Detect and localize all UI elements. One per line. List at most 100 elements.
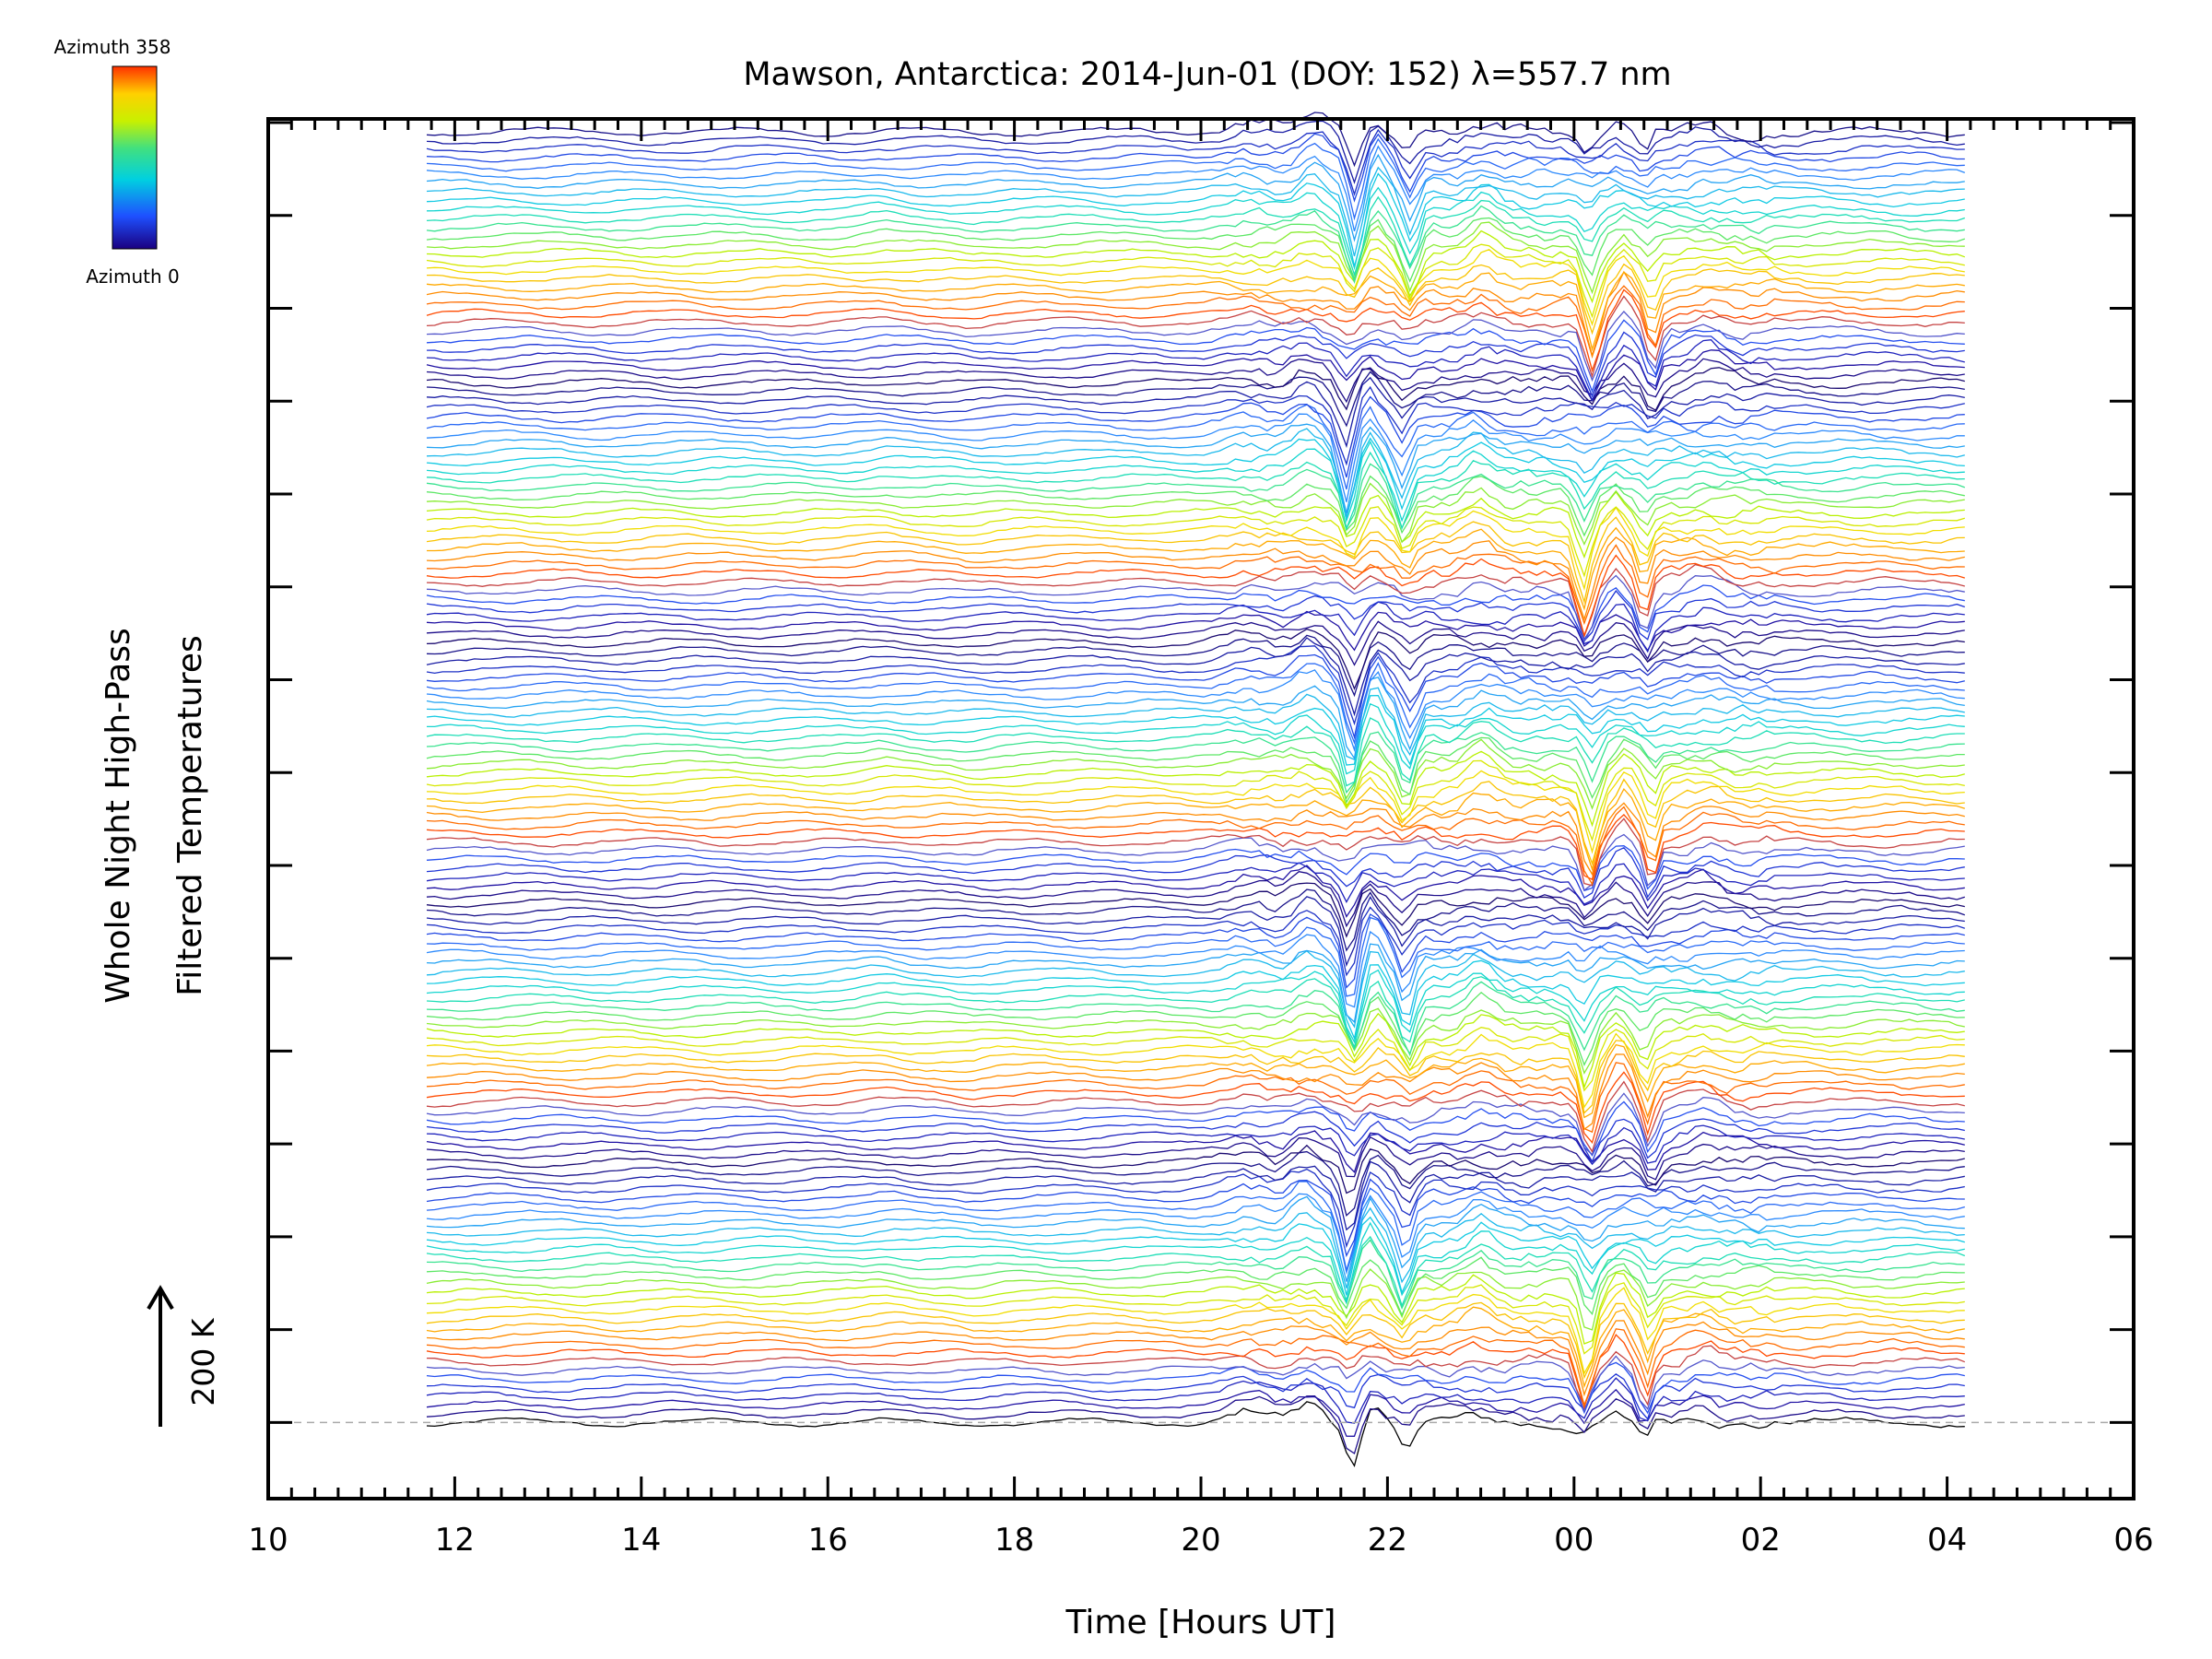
temperature-series-line — [426, 806, 1965, 887]
temperature-series-line — [426, 1100, 1965, 1157]
temperature-series-line — [426, 1168, 1965, 1249]
temperature-series-line — [426, 205, 1965, 285]
temperature-series-line — [426, 677, 1965, 760]
temperature-series-line — [426, 601, 1965, 653]
temperature-series-line — [426, 1239, 1965, 1310]
temperature-series-line — [426, 738, 1965, 810]
temperature-series-line — [426, 930, 1965, 1008]
temperature-series-line — [426, 217, 1966, 283]
temperature-series-line — [426, 862, 1965, 905]
temperature-series-line — [426, 1301, 1965, 1380]
temperature-series-line — [426, 243, 1965, 319]
temperature-series-line — [426, 288, 1965, 373]
scale-label: 200 K — [185, 1317, 221, 1406]
temperature-series-line — [426, 516, 1965, 605]
temperature-series-line — [426, 1053, 1965, 1131]
y-axis-label-line2: Filtered Temperatures — [171, 635, 209, 996]
temperature-series-line — [426, 847, 1965, 900]
temperature-series-line — [426, 376, 1965, 449]
temperature-series-line — [426, 845, 1965, 892]
temperature-series-line — [426, 1377, 1965, 1424]
temperature-series-line — [426, 833, 1965, 891]
temperature-series-line — [426, 882, 1965, 938]
temperature-series-line — [426, 195, 1966, 277]
temperature-series-line — [426, 463, 1966, 531]
temperature-series-line — [426, 959, 1965, 1041]
temperature-series-line — [426, 331, 1965, 398]
temperature-series-line — [426, 1306, 1965, 1389]
temperature-series-line — [426, 271, 1965, 352]
temperature-series-line — [426, 1032, 1965, 1109]
temperature-series-line — [426, 1193, 1965, 1276]
temperature-series-line — [426, 371, 1965, 428]
temperature-series-line — [426, 554, 1965, 638]
temperature-series-line — [426, 1401, 1965, 1467]
temperature-series-line — [426, 574, 1965, 643]
temperature-series-line — [426, 221, 1965, 295]
temperature-series-line — [426, 1361, 1965, 1415]
temperature-series-line — [426, 969, 1965, 1044]
temperature-series-line — [426, 319, 1965, 394]
temperature-series-line — [426, 1355, 1965, 1413]
temperature-series-line — [426, 818, 1965, 887]
temperature-series-line — [426, 1043, 1965, 1119]
x-tick-label: 20 — [1181, 1522, 1220, 1559]
temperature-series-line — [426, 1334, 1965, 1410]
colorbar — [112, 65, 158, 250]
temperature-series-line — [426, 112, 1965, 168]
temperature-series-line — [426, 895, 1965, 968]
temperature-series-line — [426, 731, 1965, 794]
temperature-series-line — [426, 1071, 1965, 1145]
temperature-series-line — [426, 475, 1965, 537]
temperature-series-line — [426, 981, 1965, 1057]
temperature-series-line — [426, 687, 1965, 761]
temperature-series-line — [426, 637, 1965, 717]
temperature-series-line — [426, 1221, 1965, 1305]
temperature-series-line — [426, 888, 1966, 952]
temperature-series-line — [426, 358, 1965, 404]
chart-title: Mawson, Antarctica: 2014-Jun-01 (DOY: 15… — [743, 56, 1671, 93]
temperature-series-line — [426, 186, 1965, 271]
x-tick-label: 14 — [621, 1522, 661, 1559]
colorbar-top-label: Azimuth 358 — [54, 36, 171, 58]
temperature-series-line — [426, 653, 1965, 740]
temperature-series-line — [426, 1282, 1965, 1355]
temperature-series-line — [426, 120, 1965, 184]
series-group — [426, 112, 1966, 1467]
temperature-series-line — [426, 133, 1965, 203]
colorbar-bottom-label: Azimuth 0 — [86, 265, 180, 288]
temperature-series-line — [426, 1195, 1965, 1282]
temperature-series-line — [426, 813, 1965, 881]
temperature-series-line — [426, 694, 1965, 766]
temperature-series-line — [426, 1012, 1965, 1089]
temperature-series-line — [426, 1206, 1965, 1288]
temperature-series-line — [427, 526, 1965, 611]
temperature-series-line — [426, 1062, 1965, 1134]
temperature-series-line — [426, 1150, 1965, 1218]
y-axis-label-line1: Whole Night High-Pass — [100, 628, 137, 1004]
temperature-series-line — [426, 1320, 1965, 1397]
temperature-series-line — [426, 229, 1966, 304]
temperature-series-line — [426, 976, 1965, 1050]
temperature-series-line — [426, 1216, 1965, 1296]
temperature-series-line — [426, 413, 1965, 502]
temperature-series-line — [426, 437, 1965, 520]
temperature-series-line — [426, 1092, 1965, 1156]
temperature-series-line — [426, 404, 1965, 490]
temperature-series-line — [426, 249, 1965, 326]
temperature-series-line — [427, 1144, 1965, 1194]
temperature-series-line — [426, 270, 1965, 359]
temperature-series-line — [426, 295, 1965, 379]
temperature-series-line — [426, 339, 1965, 402]
temperature-series-line — [426, 662, 1965, 746]
temperature-series-line — [426, 563, 1965, 639]
temperature-series-line — [426, 916, 1965, 997]
x-tick-label: 02 — [1741, 1522, 1781, 1559]
temperature-series-line — [426, 590, 1966, 642]
temperature-series-line — [426, 544, 1965, 626]
x-tick-label: 16 — [808, 1522, 848, 1559]
temperature-series-line — [426, 395, 1965, 478]
scale-arrow-head — [147, 1285, 174, 1311]
temperature-series-line — [426, 736, 1965, 805]
temperature-series-line — [426, 871, 1965, 928]
